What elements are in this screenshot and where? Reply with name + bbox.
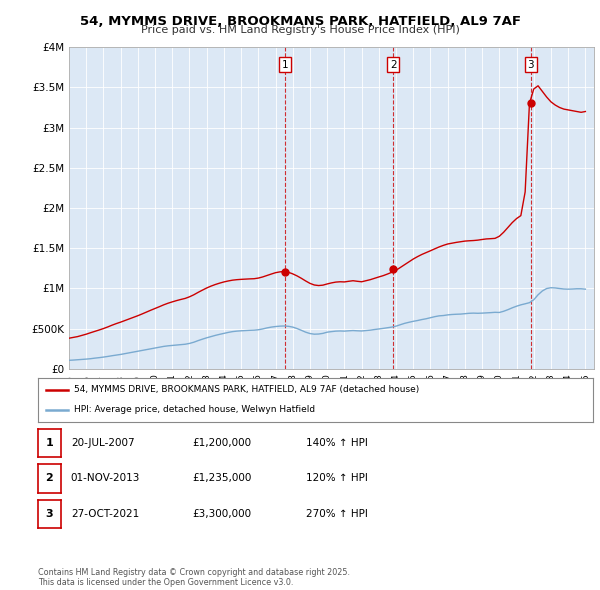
Text: 54, MYMMS DRIVE, BROOKMANS PARK, HATFIELD, AL9 7AF (detached house): 54, MYMMS DRIVE, BROOKMANS PARK, HATFIEL… <box>74 385 419 394</box>
Text: 54, MYMMS DRIVE, BROOKMANS PARK, HATFIELD, AL9 7AF: 54, MYMMS DRIVE, BROOKMANS PARK, HATFIEL… <box>79 15 521 28</box>
Text: £1,235,000: £1,235,000 <box>192 474 251 483</box>
Text: £1,200,000: £1,200,000 <box>192 438 251 448</box>
Text: 3: 3 <box>527 60 534 70</box>
Text: Price paid vs. HM Land Registry's House Price Index (HPI): Price paid vs. HM Land Registry's House … <box>140 25 460 35</box>
Text: 1: 1 <box>282 60 289 70</box>
Text: Contains HM Land Registry data © Crown copyright and database right 2025.
This d: Contains HM Land Registry data © Crown c… <box>38 568 350 587</box>
Text: 2: 2 <box>46 474 53 483</box>
Text: 1: 1 <box>46 438 53 448</box>
Text: HPI: Average price, detached house, Welwyn Hatfield: HPI: Average price, detached house, Welw… <box>74 405 315 414</box>
Text: 01-NOV-2013: 01-NOV-2013 <box>71 474 140 483</box>
Text: 270% ↑ HPI: 270% ↑ HPI <box>306 509 368 519</box>
Text: £3,300,000: £3,300,000 <box>192 509 251 519</box>
Text: 27-OCT-2021: 27-OCT-2021 <box>71 509 139 519</box>
Text: 3: 3 <box>46 509 53 519</box>
Text: 20-JUL-2007: 20-JUL-2007 <box>71 438 134 448</box>
Text: 120% ↑ HPI: 120% ↑ HPI <box>306 474 368 483</box>
Text: 140% ↑ HPI: 140% ↑ HPI <box>306 438 368 448</box>
Text: 2: 2 <box>390 60 397 70</box>
